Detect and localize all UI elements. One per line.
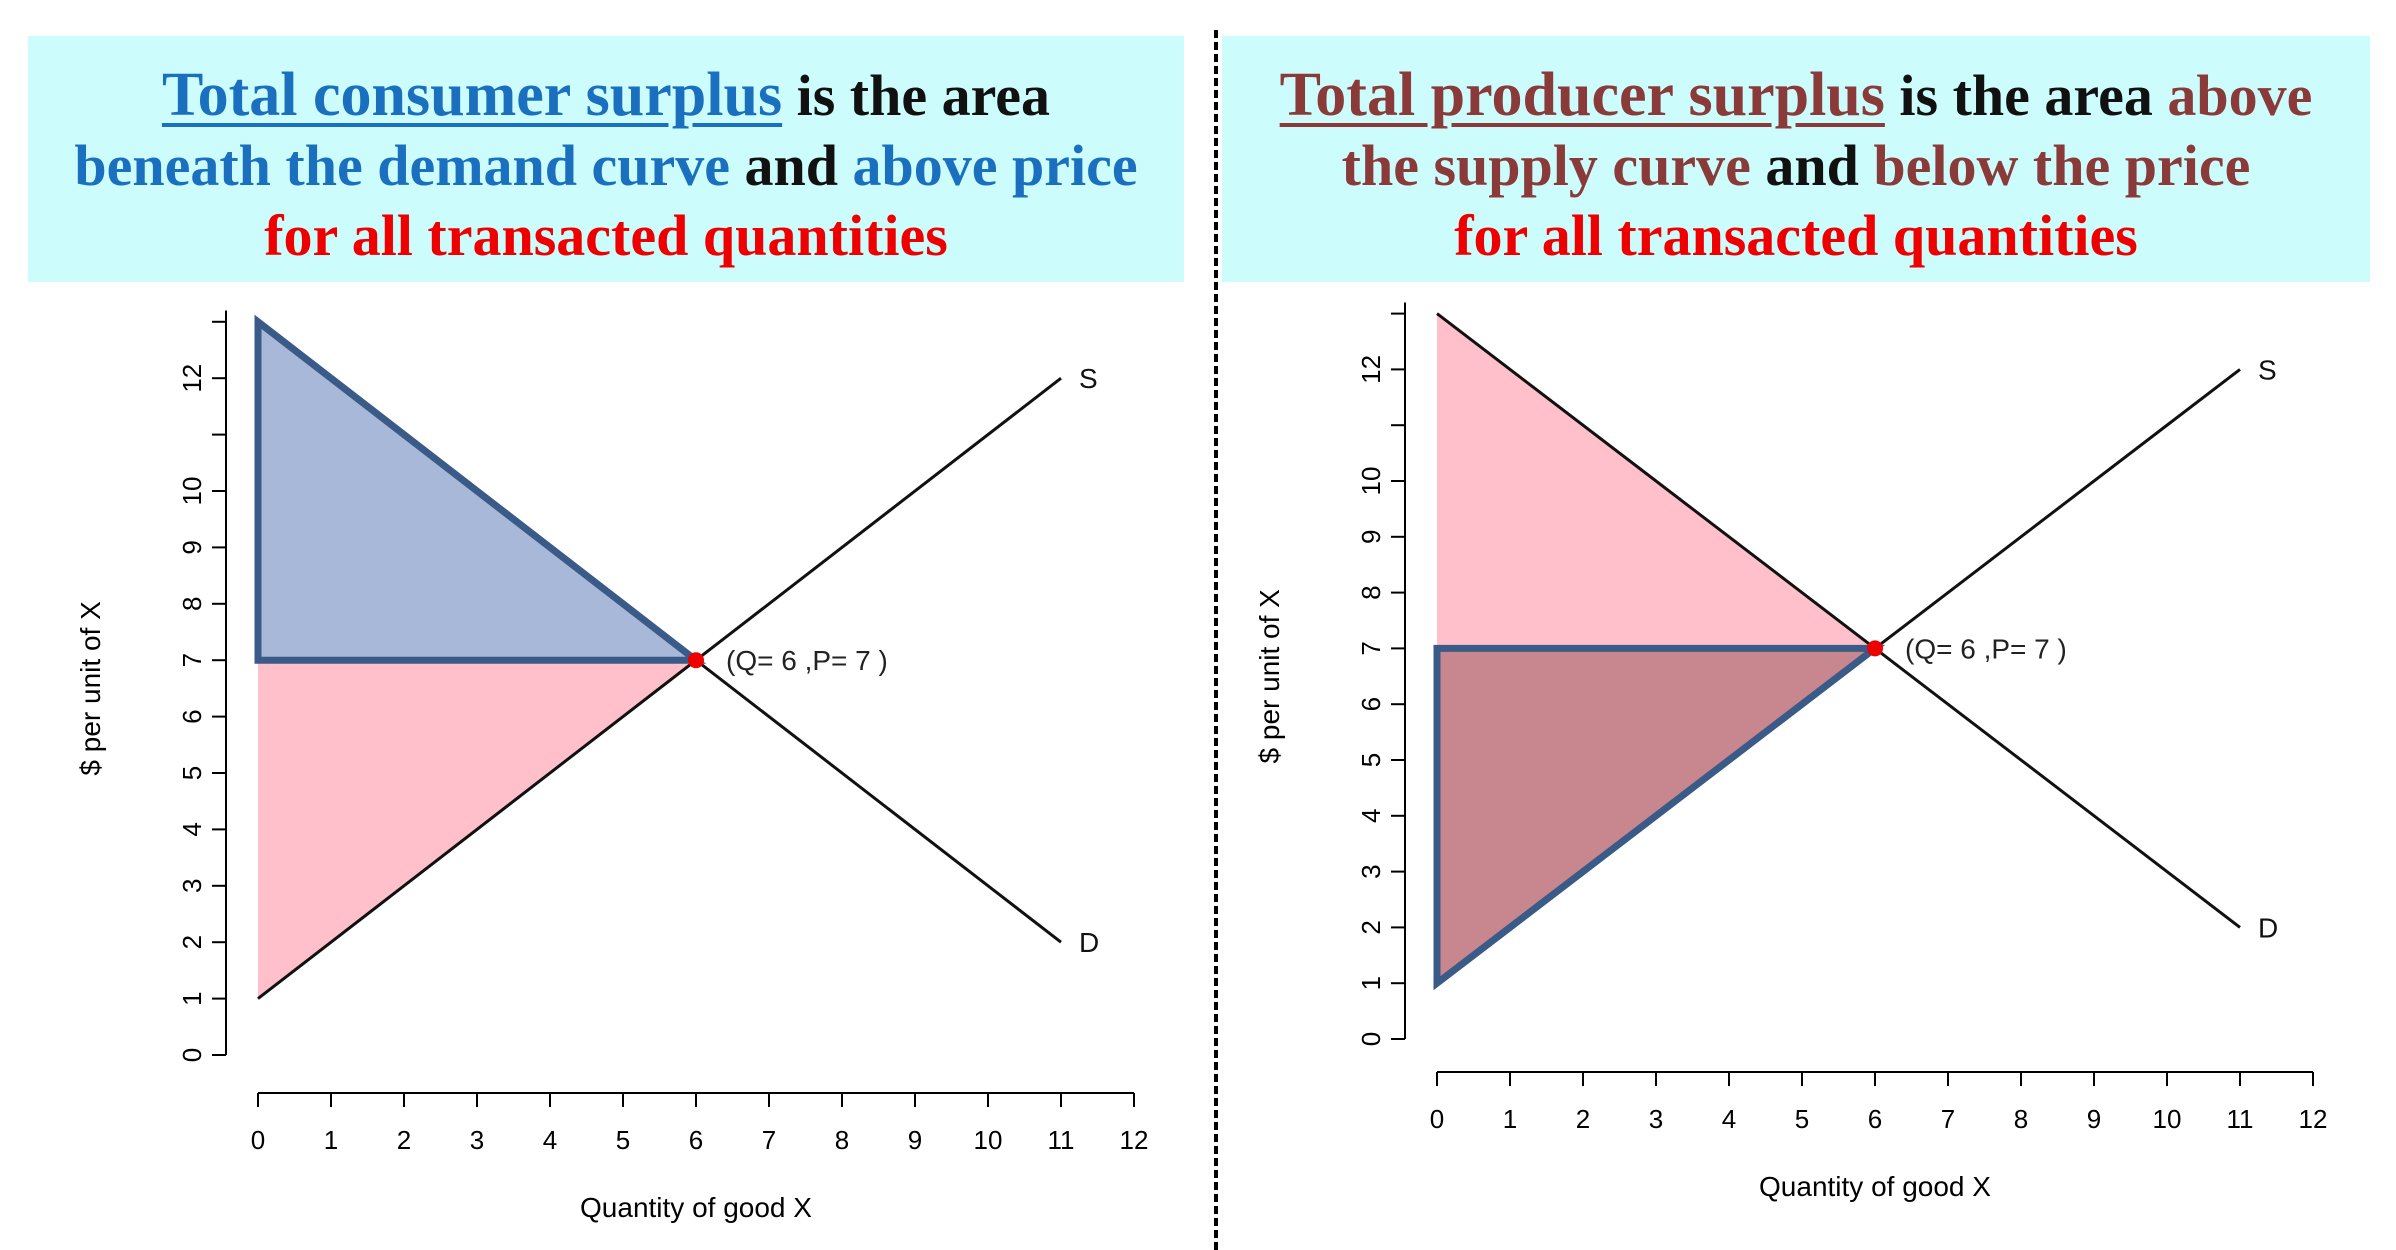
banner-text: and [1750, 133, 1874, 198]
equilibrium-point [1867, 640, 1883, 657]
x-axis-label: Quantity of good X [580, 1192, 812, 1223]
x-tick-label: 8 [835, 1125, 849, 1155]
x-tick-label: 1 [324, 1125, 338, 1155]
banner-text: the supply curve [1341, 133, 1751, 198]
y-tick-label: 7 [177, 653, 207, 667]
y-tick-label: 10 [1356, 467, 1386, 496]
supply-label: S [2258, 354, 2277, 385]
y-tick-label: 5 [1356, 753, 1386, 767]
x-tick-label: 7 [1941, 1104, 1955, 1134]
y-tick-label: 2 [177, 935, 207, 949]
banner-line-1: Total consumer surplus is the area [28, 60, 1184, 131]
x-tick-label: 6 [689, 1125, 703, 1155]
producer-surplus-banner: Total producer surplus is the area above… [1222, 36, 2370, 282]
equilibrium-point [688, 652, 704, 669]
y-tick-label: 10 [177, 477, 207, 506]
y-tick-label: 5 [177, 766, 207, 780]
x-tick-label: 3 [1649, 1104, 1663, 1134]
x-tick-label: 11 [2227, 1104, 2254, 1134]
y-tick-label: 6 [1356, 697, 1386, 711]
demand-label: D [1079, 927, 1099, 958]
y-axis-label: $ per unit of X [75, 601, 106, 776]
banner-line-2: beneath the demand curve and above price [28, 131, 1184, 201]
consumer-surplus-title: Total consumer surplus [161, 61, 783, 129]
banner-text: beneath the demand curve [74, 133, 731, 198]
x-tick-label: 12 [2299, 1104, 2328, 1134]
y-tick-label: 9 [1356, 530, 1386, 544]
y-tick-label: 3 [1356, 864, 1386, 878]
y-tick-label: 4 [177, 822, 207, 836]
equilibrium-label: (Q= 6 ,P= 7 ) [726, 645, 888, 676]
surplus-outline [254, 314, 707, 664]
demand-curve [1436, 312, 2241, 929]
supply-label: S [1079, 363, 1098, 394]
y-tick-label: 4 [1356, 809, 1386, 823]
x-tick-label: 11 [1048, 1125, 1075, 1155]
banner-line-3: for all transacted quantities [1222, 201, 2370, 271]
y-tick-label: 2 [1356, 920, 1386, 934]
x-tick-label: 8 [2014, 1104, 2028, 1134]
banner-text: is the area [782, 63, 1051, 128]
x-tick-label: 7 [762, 1125, 776, 1155]
consumer-surplus-banner: Total consumer surplus is the area benea… [28, 36, 1184, 282]
x-tick-label: 3 [470, 1125, 484, 1155]
dashed-divider [1214, 30, 1218, 1250]
banner-text: for all transacted quantities [1454, 203, 2138, 268]
x-tick-label: 1 [1503, 1104, 1517, 1134]
x-tick-label: 10 [974, 1125, 1003, 1155]
y-tick-label: 7 [1356, 641, 1386, 655]
x-tick-label: 0 [1430, 1104, 1444, 1134]
x-tick-label: 10 [2153, 1104, 2182, 1134]
banner-text: is the area [1884, 63, 2168, 128]
supply-curve [257, 377, 1062, 1000]
banner-line-3: for all transacted quantities [28, 201, 1184, 271]
banner-text: above [2167, 63, 2313, 128]
y-tick-label: 8 [177, 597, 207, 611]
y-tick-label: 0 [1356, 1032, 1386, 1046]
y-tick-label: 3 [177, 879, 207, 893]
y-tick-label: 6 [177, 709, 207, 723]
x-tick-label: 0 [251, 1125, 265, 1155]
x-tick-label: 9 [2087, 1104, 2101, 1134]
producer-surplus-title: Total producer surplus [1279, 61, 1885, 129]
x-tick-label: 9 [908, 1125, 922, 1155]
equilibrium-label: (Q= 6 ,P= 7 ) [1905, 633, 2067, 664]
x-tick-label: 6 [1868, 1104, 1882, 1134]
demand-label: D [2258, 912, 2278, 943]
x-tick-label: 12 [1120, 1125, 1149, 1155]
y-tick-label: 1 [1356, 976, 1386, 990]
y-tick-label: 12 [177, 364, 207, 393]
y-tick-label: 0 [177, 1048, 207, 1062]
x-tick-label: 5 [1795, 1104, 1809, 1134]
x-tick-label: 4 [1722, 1104, 1736, 1134]
banner-text: above price [852, 133, 1138, 198]
surplus-outline [1433, 644, 1886, 991]
y-tick-label: 1 [177, 991, 207, 1005]
banner-text: for all transacted quantities [264, 203, 948, 268]
x-axis-label: Quantity of good X [1759, 1171, 1991, 1202]
x-tick-label: 2 [397, 1125, 411, 1155]
banner-text: and [730, 133, 853, 198]
y-tick-label: 8 [1356, 585, 1386, 599]
banner-line-1: Total producer surplus is the area above [1222, 60, 2370, 131]
y-tick-label: 12 [1356, 355, 1386, 384]
banner-text: below the price [1873, 133, 2251, 198]
banner-line-2: the supply curve and below the price [1222, 131, 2370, 201]
x-tick-label: 5 [616, 1125, 630, 1155]
x-tick-label: 2 [1576, 1104, 1590, 1134]
x-tick-label: 4 [543, 1125, 557, 1155]
y-tick-label: 9 [177, 540, 207, 554]
y-axis-label: $ per unit of X [1254, 589, 1285, 764]
